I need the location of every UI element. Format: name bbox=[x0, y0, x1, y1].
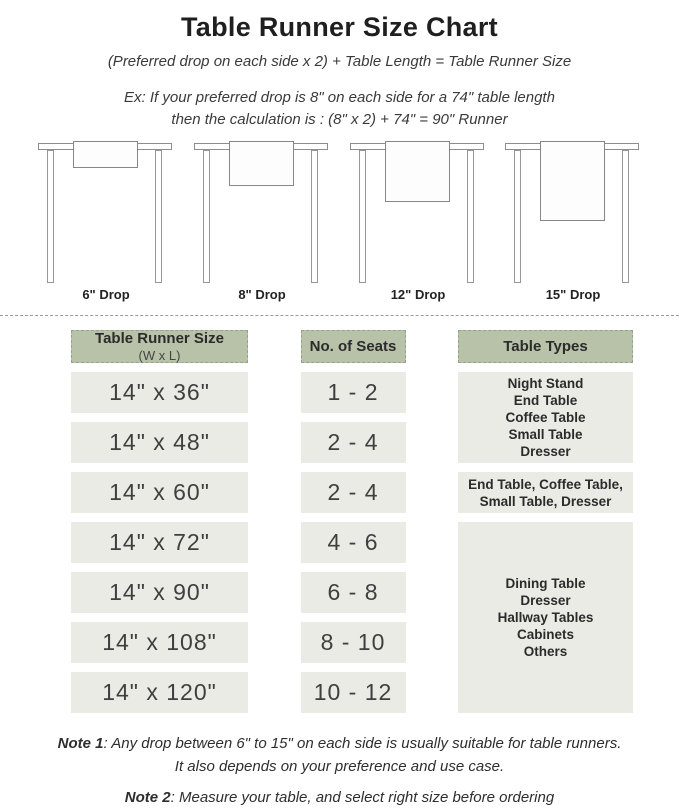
note-2-label: Note 2 bbox=[124, 789, 171, 806]
size-cell: 14" x 120" bbox=[71, 672, 248, 713]
drop-label: 12" Drop bbox=[390, 287, 446, 302]
size-cell: 14" x 72" bbox=[71, 522, 248, 563]
types-group-medium-tables: End Table, Coffee Table, Small Table, Dr… bbox=[458, 472, 633, 513]
header-seats: No. of Seats bbox=[300, 330, 406, 363]
types-group-small-tables: Night Stand End Table Coffee Table Small… bbox=[458, 372, 633, 463]
seats-cell: 2 - 4 bbox=[300, 422, 406, 463]
table-figure-15-drop: 15" Drop bbox=[503, 130, 643, 302]
seats-cell: 4 - 6 bbox=[300, 522, 406, 563]
runner-drape bbox=[73, 141, 138, 168]
table-leg-left bbox=[203, 150, 210, 283]
formula-text: (Preferred drop on each side x 2) + Tabl… bbox=[107, 53, 572, 70]
header-seats-label: No. of Seats bbox=[309, 338, 397, 355]
example-text: Ex: If your preferred drop is 8" on each… bbox=[0, 87, 679, 131]
example-line-2: then the calculation is : (8" x 2) + 74"… bbox=[171, 111, 508, 128]
drop-label: 8" Drop bbox=[238, 287, 286, 302]
table-figure-6-drop: 6" Drop bbox=[36, 130, 176, 302]
size-cell: 14" x 60" bbox=[71, 472, 248, 513]
size-chart-table: Table Runner Size (W x L) No. of Seats T… bbox=[71, 330, 633, 713]
seats-cell: 1 - 2 bbox=[300, 372, 406, 413]
table-leg-left bbox=[514, 150, 521, 283]
table-leg-right bbox=[155, 150, 162, 283]
section-divider bbox=[0, 315, 679, 316]
drop-label: 6" Drop bbox=[82, 287, 130, 302]
table-leg-right bbox=[311, 150, 318, 283]
seats-cell: 6 - 8 bbox=[300, 572, 406, 613]
table-leg-right bbox=[467, 150, 474, 283]
size-cell: 14" x 48" bbox=[71, 422, 248, 463]
example-line-1: Ex: If your preferred drop is 8" on each… bbox=[124, 89, 555, 106]
seats-cell: 10 - 12 bbox=[300, 672, 406, 713]
note-1: Note 1: Any drop between 6" to 15" on ea… bbox=[0, 732, 679, 778]
header-runner-size: Table Runner Size (W x L) bbox=[71, 330, 248, 363]
table-figure-12-drop: 12" Drop bbox=[348, 130, 488, 302]
note-1-line-2: It also depends on your preference and u… bbox=[174, 758, 505, 775]
size-cell: 14" x 90" bbox=[71, 572, 248, 613]
table-leg-left bbox=[359, 150, 366, 283]
table-figure-8-drop: 8" Drop bbox=[192, 130, 332, 302]
types-group-large-tables: Dining Table Dresser Hallway Tables Cabi… bbox=[458, 522, 633, 713]
header-runner-size-title: Table Runner Size bbox=[95, 330, 224, 347]
note-2-text: : Measure your table, and select right s… bbox=[170, 789, 555, 806]
table-leg-right bbox=[622, 150, 629, 283]
seats-cell: 8 - 10 bbox=[300, 622, 406, 663]
note-1-text: : Any drop between 6" to 15" on each sid… bbox=[103, 735, 622, 752]
runner-drape bbox=[385, 141, 450, 202]
note-1-label: Note 1 bbox=[57, 735, 104, 752]
runner-drape bbox=[229, 141, 294, 186]
page-title: Table Runner Size Chart bbox=[181, 12, 498, 42]
note-1-line-1: Note 1: Any drop between 6" to 15" on ea… bbox=[0, 732, 679, 755]
header-table-types: Table Types bbox=[458, 330, 633, 363]
seats-cell: 2 - 4 bbox=[300, 472, 406, 513]
header-runner-size-sub: (W x L) bbox=[138, 348, 181, 363]
size-cell: 14" x 108" bbox=[71, 622, 248, 663]
header-table-types-label: Table Types bbox=[503, 338, 588, 355]
note-2: Note 2: Measure your table, and select r… bbox=[0, 789, 679, 806]
runner-drape bbox=[540, 141, 605, 221]
size-cell: 14" x 36" bbox=[71, 372, 248, 413]
drop-label: 15" Drop bbox=[545, 287, 601, 302]
table-leg-left bbox=[47, 150, 54, 283]
